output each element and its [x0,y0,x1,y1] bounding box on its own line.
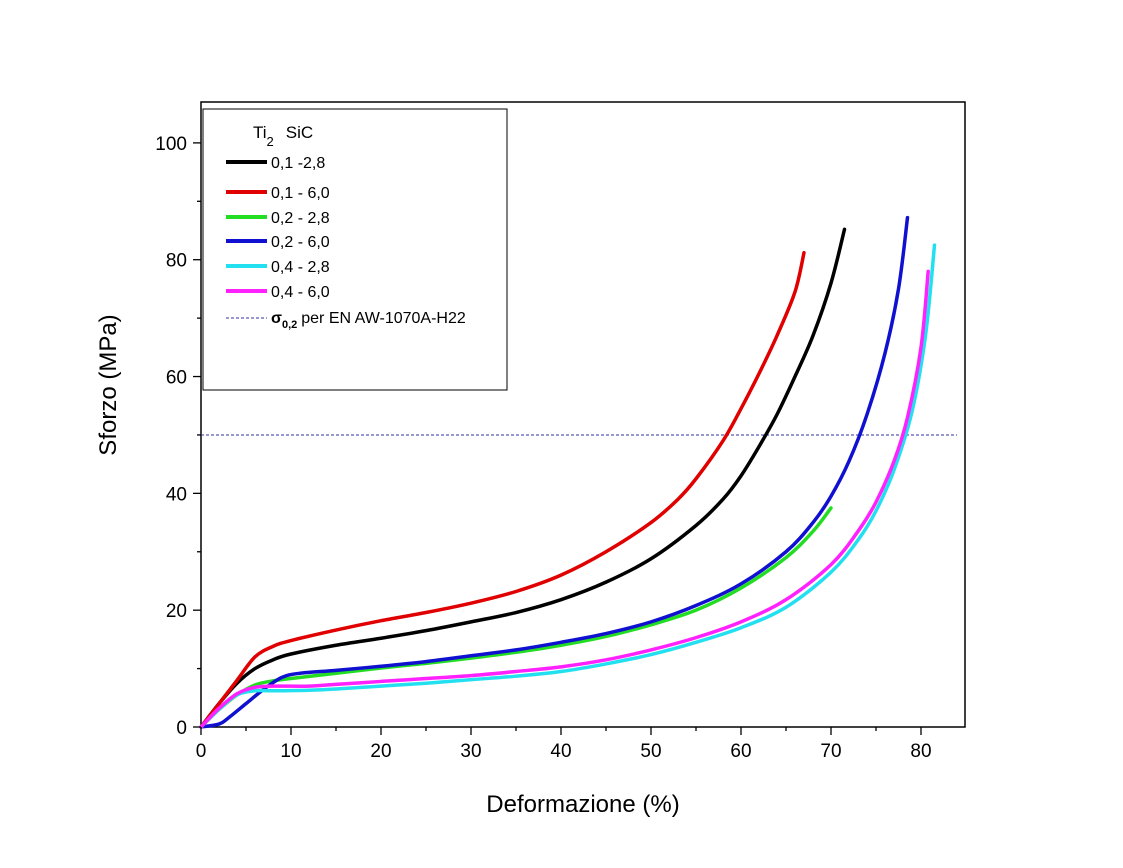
legend-header-sub: 2 [267,134,274,149]
legend-label-5: 0,4 - 2,8 [271,259,330,276]
x-tick-label: 60 [730,741,751,762]
x-tick-label: 30 [460,741,481,762]
x-axis-title: Deformazione (%) [486,791,679,818]
legend-label-2: 0,1 - 6,0 [271,185,330,202]
y-axis-title: Sforzo (MPa) [95,314,122,455]
legend-label-4: 0,2 - 6,0 [271,234,330,251]
legend-label-reference: σ0,2 per EN AW-1070A-H22 [271,310,466,331]
x-tick-label: 50 [640,741,661,762]
legend: Ti2 SiC 0,1 -2,8 0,1 - 6,0 0,2 - 2,8 0,2 - 6… [202,108,508,391]
x-tick-label: 70 [820,741,841,762]
series-line-5 [199,243,937,729]
x-tick-label: 40 [550,741,571,762]
y-tick-label: 60 [166,368,187,389]
legend-label-1: 0,1 -2,8 [271,155,325,172]
y-tick-label: 80 [166,251,187,272]
legend-label-3: 0,2 - 2,8 [271,210,330,227]
x-tick-label: 0 [196,741,207,762]
legend-header-ti: Ti [253,123,267,142]
legend-ref-text: per EN AW-1070A-H22 [301,310,466,327]
x-axis-ticks: 0 10 20 30 40 50 60 70 80 [196,727,932,762]
x-tick-label: 80 [910,741,931,762]
legend-ref-subscript: 0,2 [282,319,297,331]
y-tick-label: 20 [166,601,187,622]
series-line-2 [199,250,806,729]
series-line-1 [199,227,847,729]
plot-frame [200,101,966,728]
series-line-3 [199,506,833,729]
series-layer [199,215,937,729]
y-axis-ticks: 0 20 40 60 80 100 [155,134,201,739]
y-tick-label: 100 [155,134,187,155]
legend-items: 0,1 -2,8 0,1 - 6,0 0,2 - 2,8 0,2 - 6,0 0,4 -… [226,155,330,301]
legend-label-6: 0,4 - 6,0 [271,284,330,301]
y-tick-label: 0 [176,718,187,739]
y-tick-label: 40 [166,484,187,505]
legend-box [202,108,508,391]
legend-header: Ti2 SiC [253,123,313,149]
x-tick-label: 20 [370,741,391,762]
legend-ref-symbol: σ [271,310,282,327]
legend-header-sic: SiC [286,123,313,142]
series-line-6 [199,269,930,729]
x-tick-label: 10 [280,741,301,762]
